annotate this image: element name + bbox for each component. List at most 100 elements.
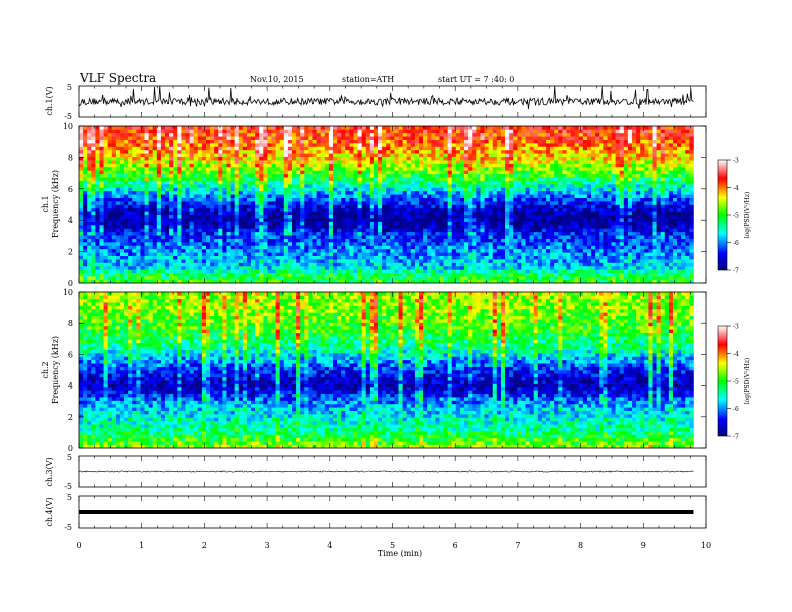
- spec1-cell: [312, 263, 316, 267]
- spec1-cell: [104, 153, 108, 157]
- spec1-cell: [132, 259, 136, 263]
- spec1-cell: [165, 153, 169, 157]
- spec1-cell: [165, 126, 169, 130]
- spec1-cell: [251, 239, 255, 243]
- spec1-cell: [165, 146, 169, 150]
- spec1-cell: [231, 143, 235, 147]
- spec1-cell: [362, 249, 366, 253]
- spec1-cell: [157, 239, 161, 243]
- spec1-cell: [329, 228, 333, 232]
- spec1-cell: [292, 239, 296, 243]
- spec1-cell: [325, 252, 329, 256]
- spec1-cell: [308, 252, 312, 256]
- spec1-cell: [214, 269, 218, 273]
- spec1-cell: [157, 160, 161, 164]
- spec1-cell: [349, 133, 353, 137]
- spec1-cell: [140, 239, 144, 243]
- spec1-cell: [349, 194, 353, 198]
- spec1-cell: [276, 164, 280, 168]
- spec1-cell: [312, 205, 316, 209]
- spec1-cell: [132, 205, 136, 209]
- spec1-cell: [272, 218, 276, 222]
- spec1-cell: [300, 269, 304, 273]
- spec1-cell: [173, 126, 177, 130]
- spec1-cell: [190, 129, 194, 133]
- spec1-cell: [353, 143, 357, 147]
- spec1-cell: [341, 140, 345, 144]
- spec1-cell: [226, 218, 230, 222]
- spec1-cell: [272, 205, 276, 209]
- spec1-cell: [149, 160, 153, 164]
- spec1-cell: [210, 194, 214, 198]
- spec1-cell: [169, 225, 173, 229]
- spec1-cell: [300, 273, 304, 277]
- spec1-cell: [157, 252, 161, 256]
- spec1-cell: [91, 205, 95, 209]
- spec1-cell: [120, 153, 124, 157]
- spec1-cell: [333, 191, 337, 195]
- spec1-cell: [161, 235, 165, 239]
- spec1-cell: [304, 177, 308, 181]
- spec1-cell: [267, 181, 271, 185]
- spec1-cell: [272, 174, 276, 178]
- spec1-cell: [337, 129, 341, 133]
- spec1-cell: [247, 157, 251, 161]
- spec1-cell: [272, 273, 276, 277]
- spec1-cell: [79, 181, 83, 185]
- spec1-cell: [312, 201, 316, 205]
- spec1-cell: [91, 177, 95, 181]
- spec1-cell: [157, 187, 161, 191]
- spec1-cell: [186, 177, 190, 181]
- spec1-cell: [198, 146, 202, 150]
- spec1-cell: [308, 242, 312, 246]
- spec1-cell: [99, 174, 103, 178]
- spec1-cell: [251, 276, 255, 280]
- spec1-cell: [329, 194, 333, 198]
- spec1-cell: [210, 225, 214, 229]
- spec1-cell: [231, 153, 235, 157]
- spec1-cell: [190, 126, 194, 130]
- spec1-cell: [362, 126, 366, 130]
- spec1-cell: [231, 252, 235, 256]
- spec1-cell: [292, 269, 296, 273]
- spec1-cell: [83, 208, 87, 212]
- spec1-cell: [108, 205, 112, 209]
- spec1-cell: [337, 150, 341, 154]
- spec1-cell: [202, 167, 206, 171]
- spec1-cell: [210, 143, 214, 147]
- spec1-cell: [161, 194, 165, 198]
- spec1-cell: [304, 245, 308, 249]
- spec1-cell: [231, 181, 235, 185]
- spec1-cell: [145, 126, 149, 130]
- spec1-cell: [296, 140, 300, 144]
- spec1-cell: [231, 194, 235, 198]
- spec1-cell: [169, 174, 173, 178]
- spec1-cell: [333, 126, 337, 130]
- spec1-cell: [259, 150, 263, 154]
- spec1-cell: [177, 269, 181, 273]
- spec1-cell: [169, 252, 173, 256]
- spec1-cell: [349, 259, 353, 263]
- spec1-cell: [329, 191, 333, 195]
- spec1-cell: [272, 129, 276, 133]
- spec1-cell: [128, 174, 132, 178]
- spec1-cell: [288, 266, 292, 270]
- spec1-cell: [280, 184, 284, 188]
- spec1-cell: [239, 252, 243, 256]
- spec1-cell: [161, 269, 165, 273]
- spec1-cell: [317, 269, 321, 273]
- spec1-cell: [231, 245, 235, 249]
- spec1-cell: [267, 273, 271, 277]
- spec1-cell: [300, 225, 304, 229]
- spec1-cell: [345, 245, 349, 249]
- spec1-cell: [169, 266, 173, 270]
- spec1-cell: [198, 160, 202, 164]
- spec1-cell: [181, 198, 185, 202]
- spec1-cell: [202, 259, 206, 263]
- spec1-cell: [165, 191, 169, 195]
- spec1-cell: [284, 266, 288, 270]
- spec1-cell: [312, 228, 316, 232]
- spec1-cell: [251, 245, 255, 249]
- spec1-cell: [235, 167, 239, 171]
- spec1-cell: [165, 150, 169, 154]
